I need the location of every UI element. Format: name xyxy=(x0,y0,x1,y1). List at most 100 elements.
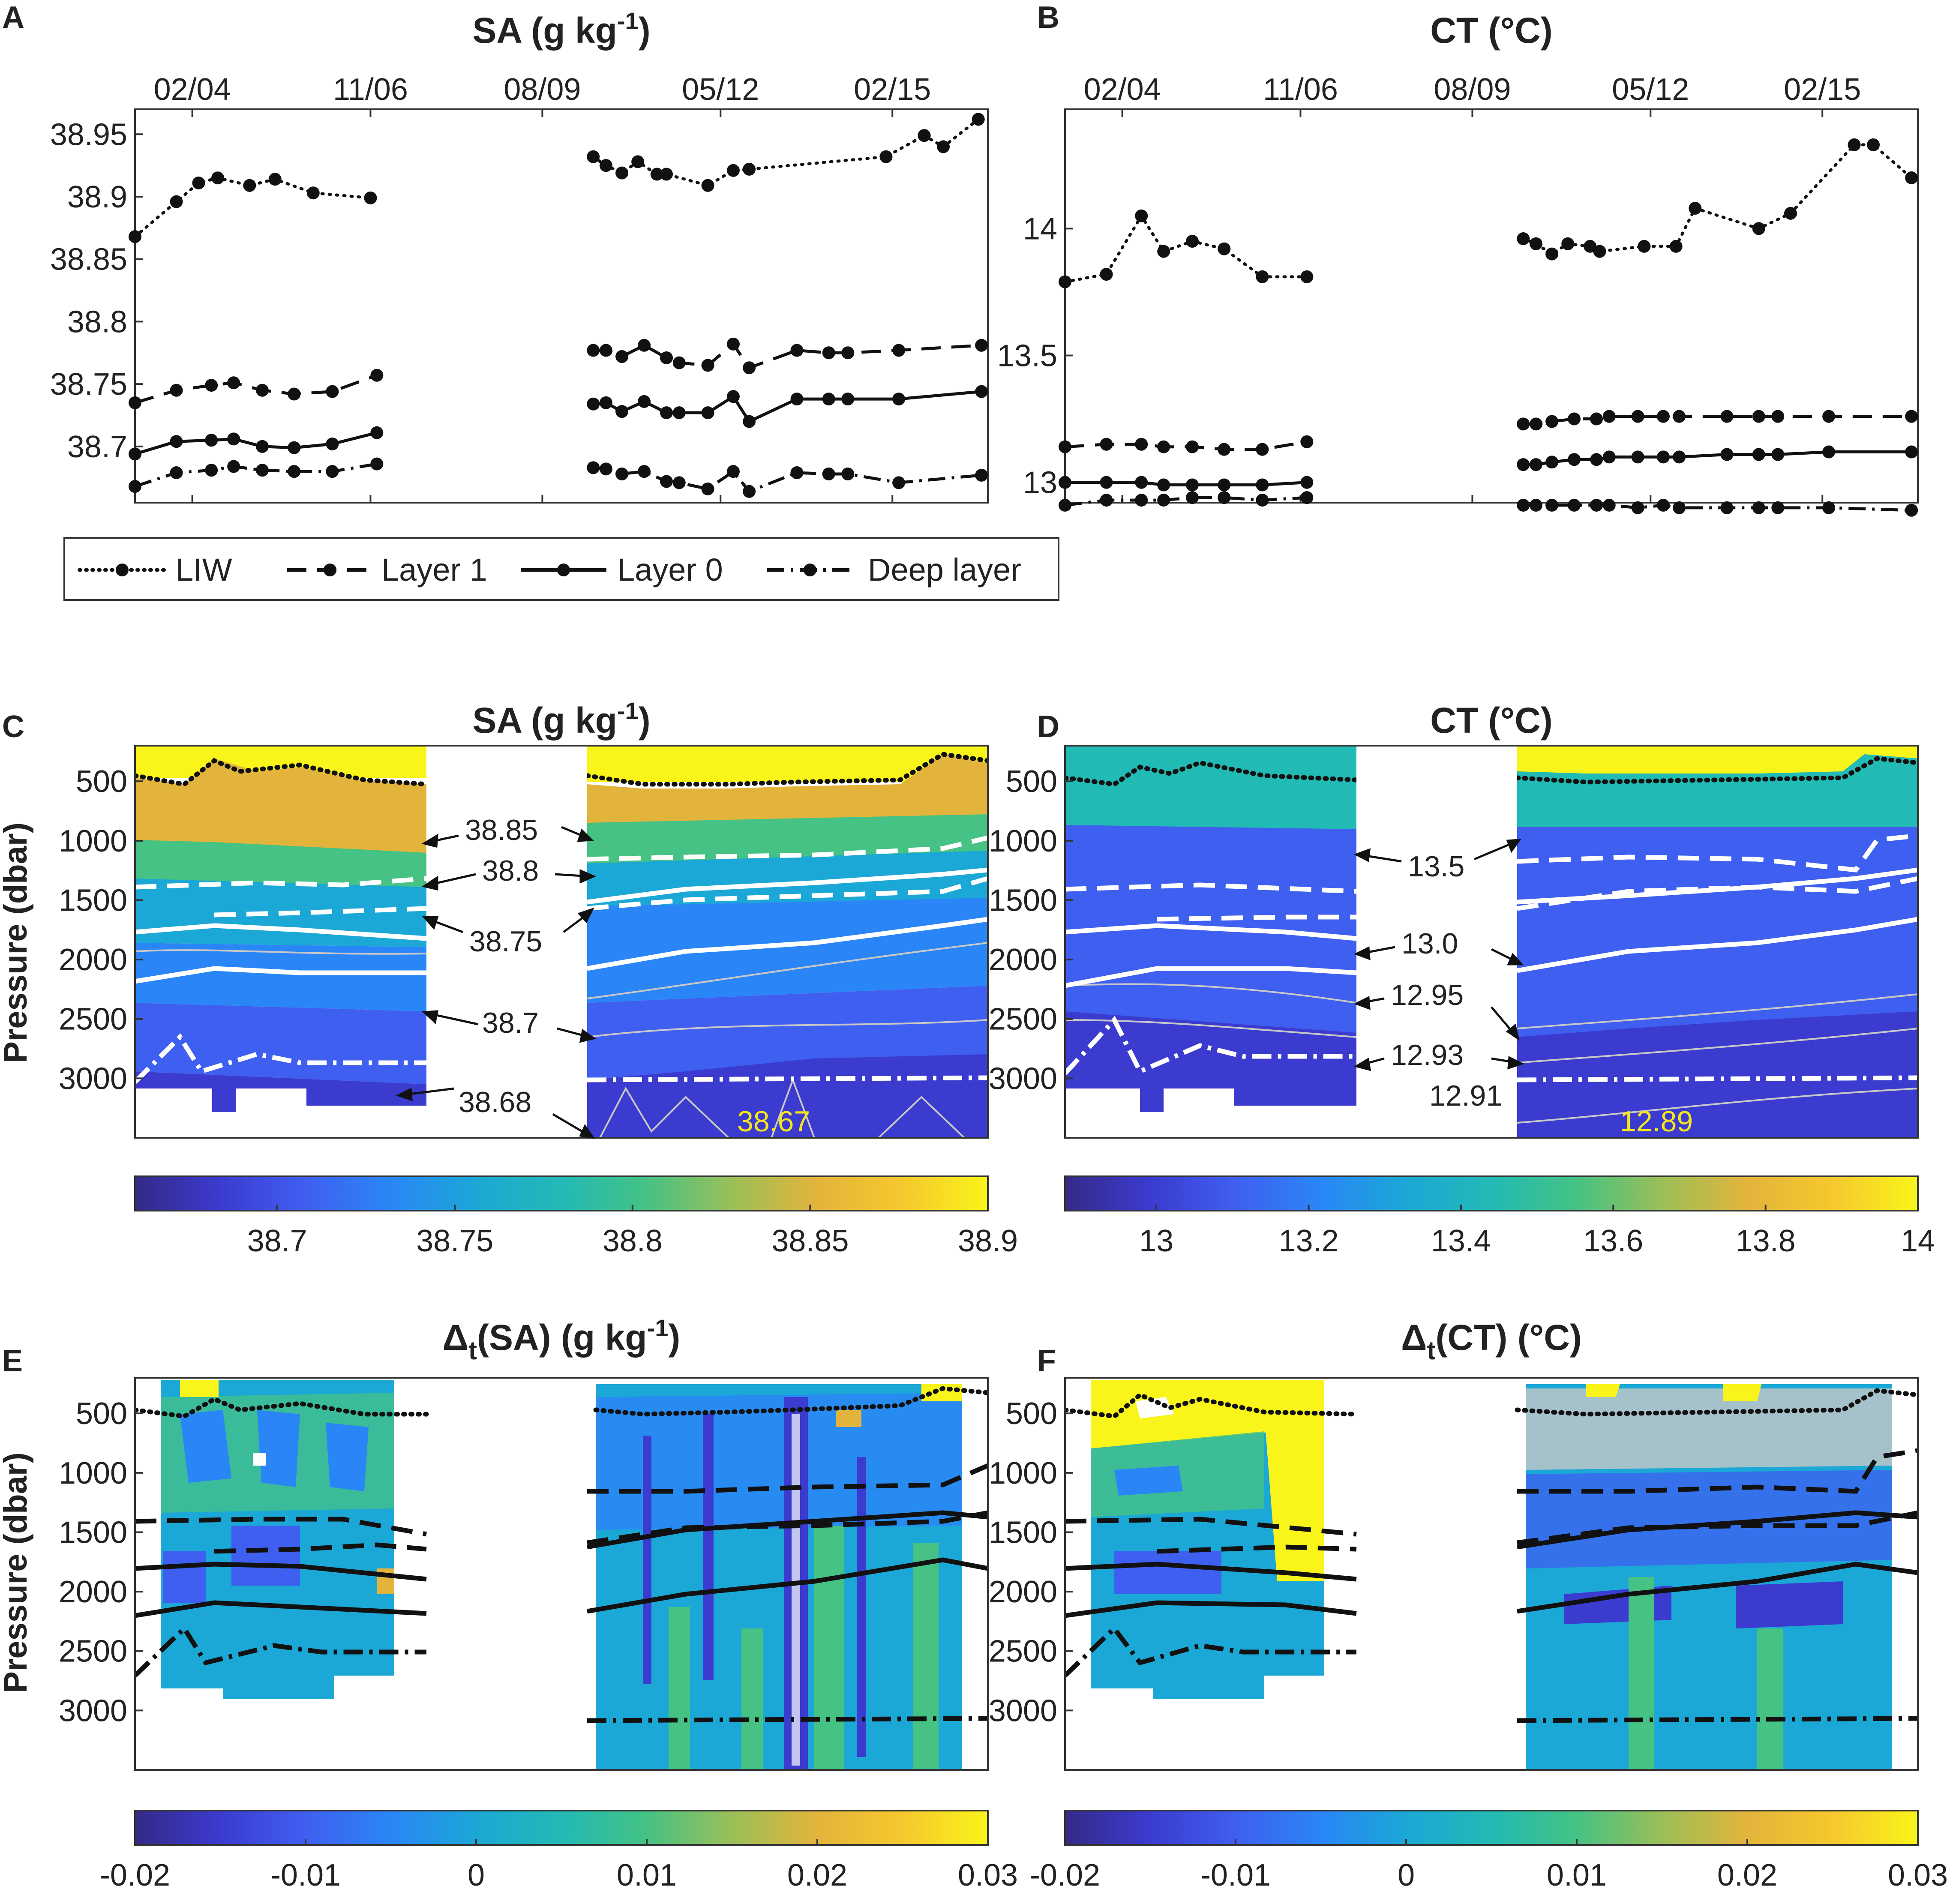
a-point-layer-0 xyxy=(256,440,269,453)
b-point-layer-1 xyxy=(1517,417,1530,431)
c-contour-label-0: 38.85 xyxy=(465,814,538,846)
e-layer1-bottom-1 xyxy=(214,1542,427,1554)
c-layer1-bottom-2 xyxy=(587,876,988,911)
panel-c-y-ticks: 500 1000 1500 2000 2500 3000 xyxy=(59,765,143,1096)
colorbar-e-gradient xyxy=(134,1810,989,1846)
cb-c-ticks-tick-label: 38.75 xyxy=(416,1224,493,1258)
c1-band-green xyxy=(135,840,426,891)
a-point-layer-0 xyxy=(170,435,183,448)
e-y-tick-label: 500 xyxy=(76,1397,127,1431)
cb-f-ticks-tick-label: 0 xyxy=(1398,1858,1415,1892)
d-layer0-bottom-2 xyxy=(1517,917,1918,973)
f2-green-stripes xyxy=(1629,1577,1783,1770)
b-point-liw xyxy=(1561,237,1575,250)
a-point-layer-1 xyxy=(672,356,686,369)
b-point-deep-layer xyxy=(1752,501,1765,514)
a-point-deep-layer xyxy=(822,467,835,480)
f1-white xyxy=(1136,1397,1174,1418)
a-point-layer-1 xyxy=(701,359,714,372)
e-y-tick-label: 1500 xyxy=(59,1515,127,1550)
e-layer1-top-2 xyxy=(587,1463,988,1494)
a-point-deep-layer xyxy=(726,465,740,478)
d-layer1-bottom-1 xyxy=(1157,915,1356,922)
d-deep-line-2 xyxy=(1517,1075,1918,1082)
b-x-tick-label: 11/06 xyxy=(1263,72,1338,107)
b-point-layer-0 xyxy=(1256,478,1269,492)
b-y-tick-label: 13.5 xyxy=(997,339,1057,373)
a-series-layer-0 xyxy=(593,390,982,423)
e-layer0-bottom-2 xyxy=(587,1557,988,1614)
e1-upper-blue xyxy=(180,1410,369,1491)
a-point-deep-layer xyxy=(672,476,686,489)
legend-marker-layer-1 xyxy=(324,564,336,576)
e-layer0-top-1 xyxy=(135,1562,427,1582)
a-point-layer-0 xyxy=(822,393,835,406)
cb-f-ticks-tick-label: 0.03 xyxy=(1888,1858,1948,1892)
b-point-layer-0 xyxy=(1631,450,1644,464)
b-point-liw xyxy=(1784,207,1797,220)
a-point-layer-1 xyxy=(975,339,988,352)
a-point-layer-1 xyxy=(326,385,339,398)
b-point-layer-1 xyxy=(1673,410,1686,423)
a-point-layer-1 xyxy=(743,361,756,375)
f-liw-line-1 xyxy=(1065,1392,1359,1419)
a-y-tick-label: 38.7 xyxy=(67,430,127,464)
e-layer0-top-2 xyxy=(587,1510,988,1550)
b-point-layer-0 xyxy=(1602,450,1616,464)
c-y-tick-label: 2000 xyxy=(59,943,127,977)
b-point-liw xyxy=(1867,138,1880,151)
a-point-liw xyxy=(129,230,141,243)
cb-f-ticks-tick-label: 0.02 xyxy=(1717,1858,1777,1892)
b-point-layer-0 xyxy=(1186,478,1199,492)
a-point-deep-layer xyxy=(701,482,714,495)
a-point-layer-0 xyxy=(726,390,740,403)
c-layer0-bottom-1 xyxy=(135,966,426,984)
b-point-liw xyxy=(1135,209,1148,222)
b-point-layer-0 xyxy=(1822,445,1836,459)
cb-d-ticks-tick-label: 13.4 xyxy=(1431,1224,1491,1258)
c-lower-fill-b xyxy=(212,1084,236,1112)
a-point-liw xyxy=(918,129,931,142)
d1-band-teal xyxy=(1065,746,1356,831)
b-point-layer-1 xyxy=(1590,412,1603,426)
c2-band-lightblue xyxy=(587,898,988,1003)
colorbar-c-gradient xyxy=(134,1175,989,1211)
b-point-deep-layer xyxy=(1517,498,1530,512)
c-y-tick-label: 1000 xyxy=(59,824,127,858)
b-series-layer-1 xyxy=(1523,415,1912,426)
c-layer0-top-1 xyxy=(135,923,427,941)
b-x-tick-label: 02/15 xyxy=(1784,72,1861,107)
panel-label-a: A xyxy=(2,0,24,35)
a-point-layer-1 xyxy=(205,379,218,392)
b-point-layer-0 xyxy=(1673,450,1686,464)
f-layer0-bottom-2 xyxy=(1517,1562,1918,1614)
panel-f-axes xyxy=(1064,1377,1919,1771)
a-point-liw xyxy=(615,166,629,180)
a-point-layer-0 xyxy=(743,415,756,428)
d2-band-deep xyxy=(1517,1011,1918,1138)
panel-e-field xyxy=(135,1380,988,1770)
f-y-tick-label: 2000 xyxy=(989,1575,1057,1609)
a-point-layer-1 xyxy=(587,344,600,357)
c1-band-lightblue xyxy=(135,943,426,1011)
e2-green-stripes xyxy=(669,1526,939,1770)
a-point-liw xyxy=(701,179,714,192)
a-point-layer-0 xyxy=(370,426,384,439)
b-point-layer-0 xyxy=(1157,478,1170,492)
panel-label-f: F xyxy=(1037,1344,1056,1378)
b-point-deep-layer xyxy=(1256,494,1269,507)
b-y-tick-label: 13 xyxy=(1023,466,1057,500)
b-point-layer-0 xyxy=(1590,453,1603,466)
panel-c-contour-labels: 38.85 38.8 38.75 38.7 38.68 38.67 xyxy=(459,814,810,1138)
b-y-tick-label: 14 xyxy=(1023,212,1057,246)
b-point-liw xyxy=(1905,171,1918,184)
panel-e-axes xyxy=(134,1377,989,1771)
legend-marker-layer-0 xyxy=(557,564,570,576)
e-deep-line-2 xyxy=(587,1716,988,1723)
f1-blue xyxy=(1114,1466,1183,1496)
a-point-layer-1 xyxy=(129,396,141,409)
panel-d-contour-labels: 13.5 13.0 12.95 12.93 12.91 12.89 xyxy=(1391,850,1693,1138)
panel-label-e: E xyxy=(2,1344,23,1378)
e-y-tick-label: 2000 xyxy=(59,1575,127,1609)
d-gap xyxy=(1356,746,1517,1138)
